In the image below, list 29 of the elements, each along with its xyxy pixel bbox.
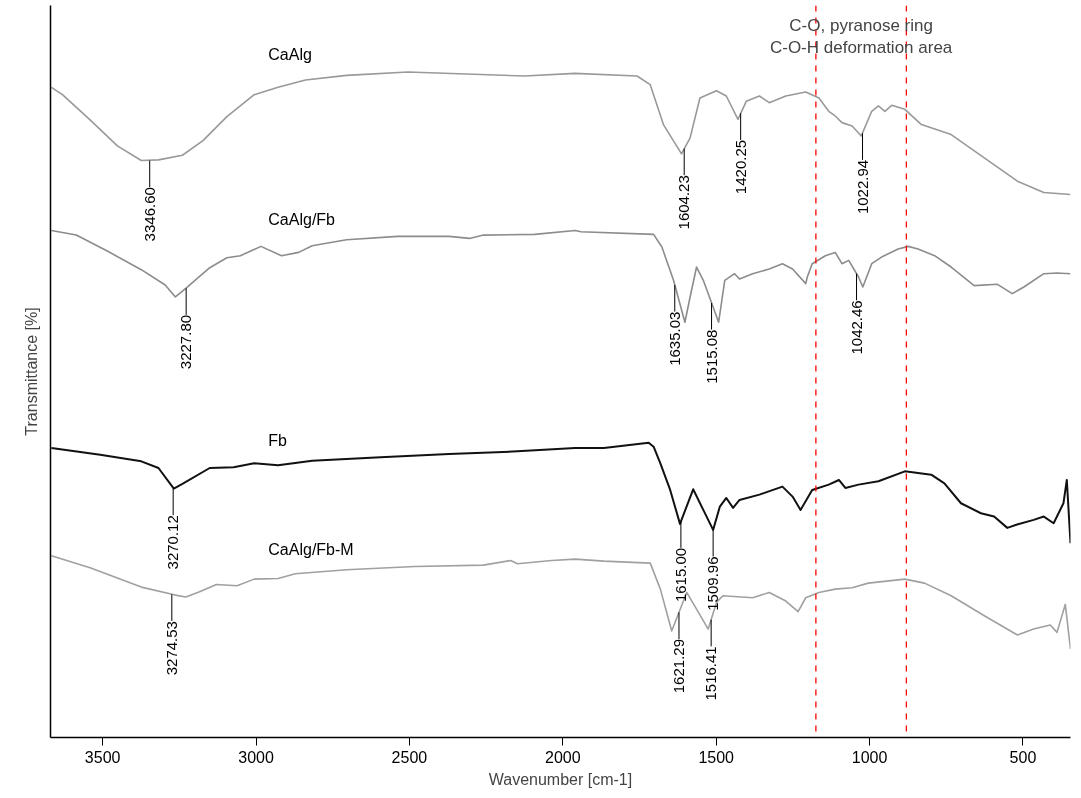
annotation: 1022.94 <box>853 159 871 215</box>
x-tick-label: 2000 <box>545 748 581 766</box>
annotation: 1635.03 <box>665 311 683 366</box>
series-label: Fb <box>268 431 288 449</box>
annotation: 3274.53 <box>162 621 180 676</box>
annotation: 1621.29 <box>669 639 687 694</box>
x-tick-label: 500 <box>1009 748 1037 766</box>
annotation: 3270.12 <box>164 515 182 570</box>
annotation: 1604.23 <box>675 175 693 230</box>
annotation: 1615.00 <box>671 547 689 603</box>
y-axis-title: Transmittance [%] <box>22 307 40 436</box>
x-axis-title: Wavenumber [cm-1] <box>488 770 633 788</box>
annotation: 1516.41 <box>702 646 720 701</box>
x-tick-label: 3500 <box>84 748 121 766</box>
text: C-O-H deformation area <box>769 38 953 57</box>
annotation: 1042.46 <box>847 300 865 355</box>
series-label: CaAlg/Fb-M <box>268 540 354 558</box>
series-label: CaAlg/Fb <box>268 210 336 228</box>
x-tick-label: 3000 <box>238 748 274 766</box>
annotation: 3227.80 <box>177 314 195 370</box>
text: C-O, pyranose ring <box>789 16 933 35</box>
x-tick-label: 2500 <box>391 748 428 766</box>
annotation: 3346.60 <box>140 187 158 242</box>
x-tick-label: 1500 <box>698 748 735 766</box>
x-tick-label: 1000 <box>851 748 888 766</box>
annotation: 1420.25 <box>731 139 749 195</box>
annotation: 1509.96 <box>704 556 722 611</box>
annotation: 1515.08 <box>702 329 720 384</box>
series-label: CaAlg <box>268 46 312 64</box>
